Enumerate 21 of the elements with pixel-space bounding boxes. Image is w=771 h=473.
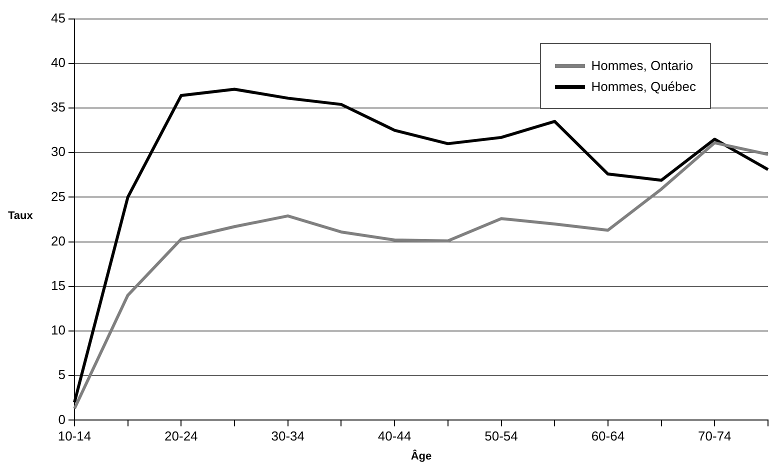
y-tick-label: 40 [50, 54, 66, 70]
legend-label: Hommes, Québec [591, 79, 696, 94]
y-tick-label: 0 [58, 412, 66, 427]
y-tick-label: 30 [50, 144, 66, 160]
y-tick-label: 15 [50, 278, 66, 293]
y-tick-label: 10 [50, 322, 66, 338]
y-axis-title: Taux [8, 210, 33, 222]
x-tick-label: 10-14 [58, 428, 92, 444]
legend-label: Hommes, Ontario [591, 58, 694, 73]
y-tick-label: 25 [50, 188, 66, 204]
x-axis-title: Âge [410, 449, 432, 462]
y-tick-label: 45 [50, 10, 66, 26]
x-tick-label: 30-34 [271, 428, 304, 444]
y-tick-label: 20 [50, 233, 66, 248]
y-tick-label: 35 [50, 100, 66, 115]
y-tick-label: 5 [58, 367, 66, 382]
x-tick-label: 20-24 [164, 428, 198, 444]
x-tick-label: 40-44 [378, 428, 412, 444]
x-tick-label: 70-74 [698, 428, 732, 444]
x-tick-label: 60-64 [591, 428, 625, 444]
x-tick-label: 50-54 [484, 428, 518, 444]
